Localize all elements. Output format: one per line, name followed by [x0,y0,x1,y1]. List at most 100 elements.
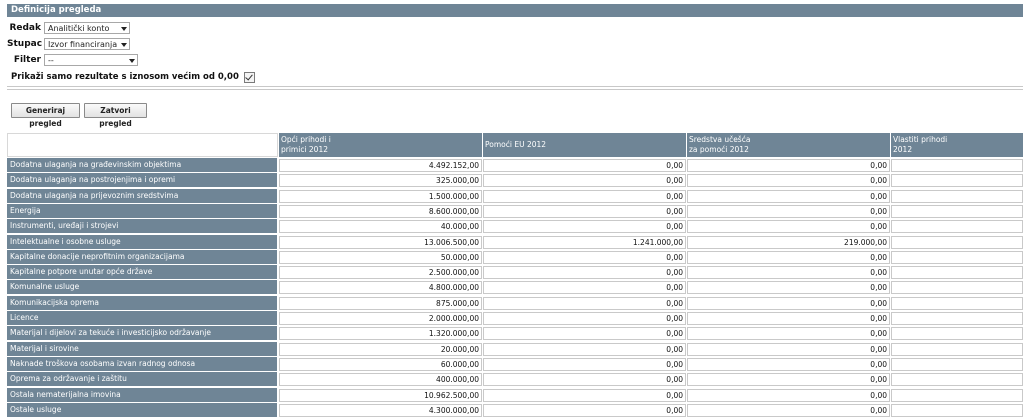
table-cell: 4.800.000,00 [279,281,482,294]
column-header-line2: 2012 [893,145,913,154]
table-cell: 0,00 [483,327,686,340]
table-cell [891,281,1023,294]
table-cell: 1.241.000,00 [483,236,686,249]
only-results-checkbox[interactable] [243,71,255,83]
filter-select[interactable]: -- [44,54,138,66]
table-cell [891,266,1023,279]
row-label: Dodatna ulaganja na građevinskim objekti… [7,158,277,172]
table-cell: 0,00 [483,343,686,356]
row-label: Materijal i dijelovi za tekuće i investi… [7,326,277,340]
table-cell: 400.000,00 [279,373,482,386]
table-cell: 0,00 [687,159,890,172]
table-cell: 0,00 [483,159,686,172]
table-cell [891,327,1023,340]
table-cell: 2.500.000,00 [279,266,482,279]
filter-row: Filter -- [7,53,138,67]
table-cell: 0,00 [483,312,686,325]
column-header: Vlastiti prihodi 2012 [890,133,1023,157]
row-label: Kapitalne potpore unutar opće države [7,265,277,279]
table-cell: 50.000,00 [279,251,482,264]
table-cell: 0,00 [483,373,686,386]
only-results-row: Prikaži samo rezultate s iznosom većim o… [11,71,255,83]
table-cell: 13.006.500,00 [279,236,482,249]
chevron-down-icon [129,59,135,63]
table-cell: 0,00 [483,281,686,294]
table-cell [891,343,1023,356]
table-cell: 0,00 [687,312,890,325]
table-cell: 0,00 [687,205,890,218]
table-cell: 0,00 [483,266,686,279]
row-label: Licence [7,311,277,325]
table-cell: 0,00 [687,251,890,264]
column-header-line1: Opći prihodi i [281,135,331,144]
row-label: Ostale usluge [7,403,277,417]
table-cell: 875.000,00 [279,297,482,310]
table-cell [891,159,1023,172]
redak-select[interactable]: Analitički konto [44,22,130,34]
table-cell: 60.000,00 [279,358,482,371]
row-label: Dodatna ulaganja na prijevoznim sredstvi… [7,189,277,203]
column-header-line1: Pomoći EU 2012 [485,140,547,149]
row-label: Ostala nematerijalna imovina [7,388,277,402]
column-header: Sredstva učešća za pomoći 2012 [686,133,890,157]
divider [7,89,1023,90]
table-cell: 0,00 [483,404,686,417]
table-cell: 0,00 [687,266,890,279]
generate-button[interactable]: Generiraj pregled [11,103,80,128]
row-label: Komunikacijska oprema [7,296,277,310]
row-label: Materijal i sirovine [7,342,277,356]
row-label: Oprema za održavanje i zaštitu [7,372,277,386]
column-header-line2: primici 2012 [281,145,328,154]
table-cell [891,236,1023,249]
table-cell: 0,00 [483,389,686,402]
stupac-label: Stupac [7,39,43,49]
stupac-row: Stupac Izvor financiranja [7,37,130,51]
table-cell: 0,00 [483,205,686,218]
table-cell: 40.000,00 [279,220,482,233]
row-label: Komunalne usluge [7,280,277,294]
table-cell [891,404,1023,417]
filter-value: -- [48,56,54,65]
table-cell: 0,00 [687,358,890,371]
table-cell [891,174,1023,187]
table-cell: 0,00 [687,174,890,187]
table-cell [891,251,1023,264]
table-cell: 1.500.000,00 [279,190,482,203]
table-cell: 1.320.000,00 [279,327,482,340]
table-cell: 20.000,00 [279,343,482,356]
only-results-label: Prikaži samo rezultate s iznosom većim o… [11,72,239,82]
table-cell: 0,00 [687,327,890,340]
table-cell: 0,00 [483,358,686,371]
column-header: Opći prihodi i primici 2012 [278,133,482,157]
table-cell: 2.000.000,00 [279,312,482,325]
table-cell [891,312,1023,325]
stupac-select[interactable]: Izvor financiranja [44,38,130,50]
table-cell: 219.000,00 [687,236,890,249]
redak-row: Redak Analitički konto [7,21,130,35]
row-label: Naknade troškova osobama izvan radnog od… [7,357,277,371]
table-cell [891,358,1023,371]
close-button[interactable]: Zatvori pregled [84,103,147,128]
table-cell: 0,00 [687,190,890,203]
redak-value: Analitički konto [48,24,110,33]
divider [7,86,1023,87]
table-cell: 0,00 [687,220,890,233]
table-cell: 0,00 [483,220,686,233]
table-cell: 0,00 [687,343,890,356]
table-cell: 0,00 [687,389,890,402]
chevron-down-icon [121,27,127,31]
table-cell: 0,00 [483,190,686,203]
row-label: Intelektualne i osobne usluge [7,235,277,249]
table-cell [891,220,1023,233]
table-cell: 325.000,00 [279,174,482,187]
row-label: Kapitalne donacije neprofitnim organizac… [7,250,277,264]
table-cell [891,297,1023,310]
table-cell: 8.600.000,00 [279,205,482,218]
chevron-down-icon [121,43,127,47]
column-header-line2: za pomoći 2012 [689,145,749,154]
column-header: Pomoći EU 2012 [482,133,686,157]
table-cell: 4.300.000,00 [279,404,482,417]
table-corner [7,133,278,157]
filter-label: Filter [13,55,41,65]
table-cell: 0,00 [687,297,890,310]
